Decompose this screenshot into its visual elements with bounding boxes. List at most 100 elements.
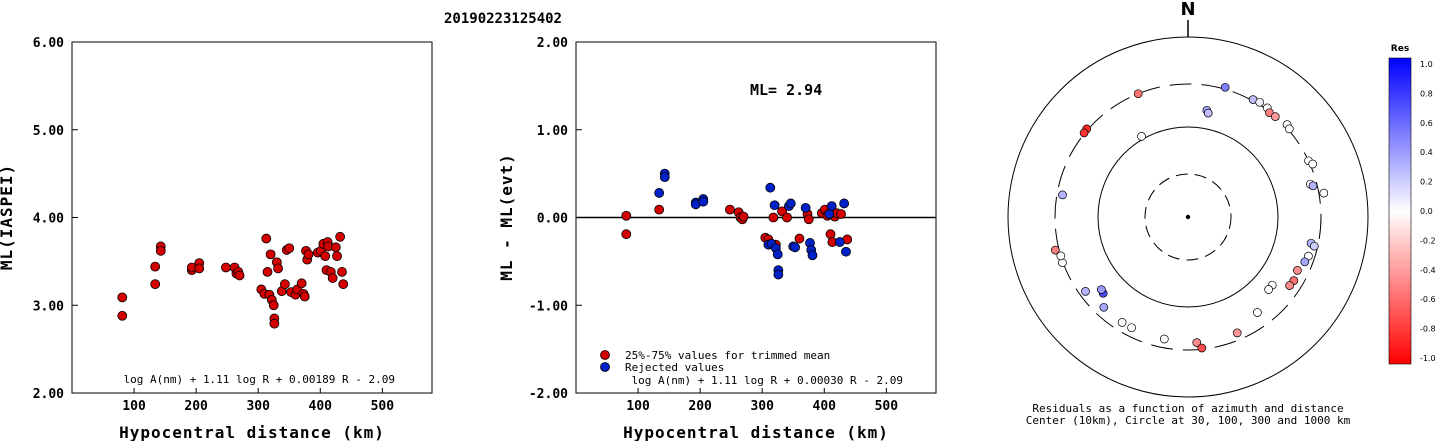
data-point — [273, 263, 283, 274]
station-residual-point — [1050, 245, 1060, 255]
station-residual-point — [1133, 89, 1143, 99]
data-point — [330, 242, 341, 253]
data-point — [834, 237, 845, 247]
data-point — [265, 249, 276, 260]
polar-caption-line1: Residuals as a function of azimuth and d… — [1032, 402, 1343, 415]
data-point — [332, 251, 342, 262]
colorbar-tick-label: 0.6 — [1420, 119, 1433, 128]
data-point — [338, 279, 349, 290]
station-residual-point — [1232, 328, 1242, 338]
data-point — [768, 212, 779, 223]
y-tick-label: 3.00 — [33, 299, 64, 314]
station-residual-point — [1056, 251, 1066, 261]
station-residual-point — [1097, 285, 1106, 294]
station-residual-point — [1264, 285, 1273, 294]
station-residual-point — [1220, 82, 1230, 92]
y-tick-label: 5.00 — [33, 124, 64, 139]
x-tick-label: 200 — [184, 399, 208, 414]
data-point — [117, 310, 128, 321]
colorbar-tick-label: 0.0 — [1420, 207, 1433, 216]
circle-300km — [1054, 83, 1322, 351]
data-point — [268, 300, 279, 311]
data-point — [738, 211, 749, 222]
magnitude-vs-distance-chart: 100 200 300 400 500 2.00 3.00 4.00 5.00 6.00 log … — [0, 36, 433, 441]
data-point — [262, 267, 273, 277]
station-residual-point — [1203, 108, 1213, 118]
data-point — [117, 292, 128, 303]
data-point — [654, 204, 665, 215]
x-tick-label: 300 — [750, 399, 774, 414]
station-residual-point — [1285, 281, 1294, 290]
station-residual-point — [1319, 188, 1329, 198]
data-point — [782, 212, 792, 223]
data-point — [839, 198, 850, 209]
data-point — [155, 245, 166, 256]
data-point — [785, 198, 796, 209]
colorbar-tick-label: 0.8 — [1420, 89, 1433, 98]
data-point — [790, 242, 801, 253]
legend-label-rejected: Rejected values — [625, 361, 724, 374]
circle-1000km — [1007, 36, 1369, 398]
colorbar-tick-label: 0.2 — [1420, 178, 1433, 187]
colorbar-tick-label: -0.2 — [1420, 236, 1436, 245]
ml-annotation: ML= 2.94 — [750, 81, 822, 99]
residual-vs-distance-chart: 100 200 300 400 500 -2.00 -1.00 0.00 1.00 2.00 ML… — [497, 36, 937, 441]
data-point — [794, 233, 805, 244]
y-tick-label: 4.00 — [33, 212, 64, 227]
colorbar-tick-label: 0.4 — [1420, 148, 1433, 157]
chart1-frame — [71, 41, 433, 394]
circle-30km — [1144, 173, 1232, 261]
data-point — [327, 273, 338, 283]
data-point — [269, 318, 280, 329]
station-residual-point — [1253, 308, 1262, 317]
data-point — [221, 262, 231, 273]
station-residual-point — [1137, 132, 1146, 141]
station-residual-point — [1159, 334, 1169, 344]
x-tick-label: 100 — [626, 399, 650, 414]
data-point — [772, 249, 783, 260]
station-residual-point — [1081, 287, 1090, 296]
data-point — [769, 200, 780, 211]
data-point — [836, 209, 846, 219]
station-residual-point — [1127, 323, 1136, 333]
north-label: N — [1180, 0, 1195, 20]
x-tick-label: 200 — [688, 399, 712, 414]
station-residual-point — [1058, 190, 1067, 200]
chart2-formula: log A(nm) + 1.11 log R + 0.00030 R - 2.0… — [631, 374, 903, 387]
x-tick-label: 500 — [875, 399, 899, 414]
colorbar-tick-label: -0.4 — [1420, 266, 1436, 275]
data-point — [621, 229, 632, 240]
data-point — [299, 291, 310, 302]
legend-label-trimmed: 25%-75% values for trimmed mean — [625, 349, 830, 362]
y-tick-label: -1.00 — [529, 299, 568, 314]
circle-100km — [1097, 126, 1279, 308]
chart1-xlabel: Hypocentral distance (km) — [119, 423, 385, 441]
data-point — [725, 204, 735, 215]
y-tick-label: 0.00 — [537, 212, 568, 227]
colorbar-tick-label: -1.0 — [1420, 354, 1436, 363]
data-point — [698, 196, 709, 207]
data-point — [296, 278, 307, 289]
station-residual-point — [1099, 302, 1109, 312]
colorbar-gradient — [1388, 57, 1412, 365]
data-point — [826, 201, 837, 211]
data-point — [150, 279, 161, 290]
data-point — [194, 263, 205, 274]
chart1-ylabel: ML(IASPEI) — [0, 164, 16, 270]
data-point — [150, 261, 161, 272]
data-point — [803, 214, 814, 225]
data-point — [279, 279, 290, 290]
x-tick-label: 400 — [813, 399, 837, 414]
station-residual-point — [1308, 181, 1318, 191]
data-point — [335, 231, 346, 242]
data-point — [825, 229, 836, 240]
data-point — [841, 246, 851, 257]
station-residual-point — [1300, 257, 1310, 267]
data-point — [320, 251, 331, 262]
data-point — [659, 172, 670, 183]
data-point — [284, 243, 295, 254]
data-point — [807, 250, 818, 261]
residual-colorbar: Res 1.0 0.8 0.6 0.4 0.2 0.0 -0.2 -0.4 -0.6 -0.8 -1… — [1388, 44, 1436, 365]
station-residual-point — [1192, 338, 1202, 347]
y-tick-label: 1.00 — [537, 124, 568, 139]
